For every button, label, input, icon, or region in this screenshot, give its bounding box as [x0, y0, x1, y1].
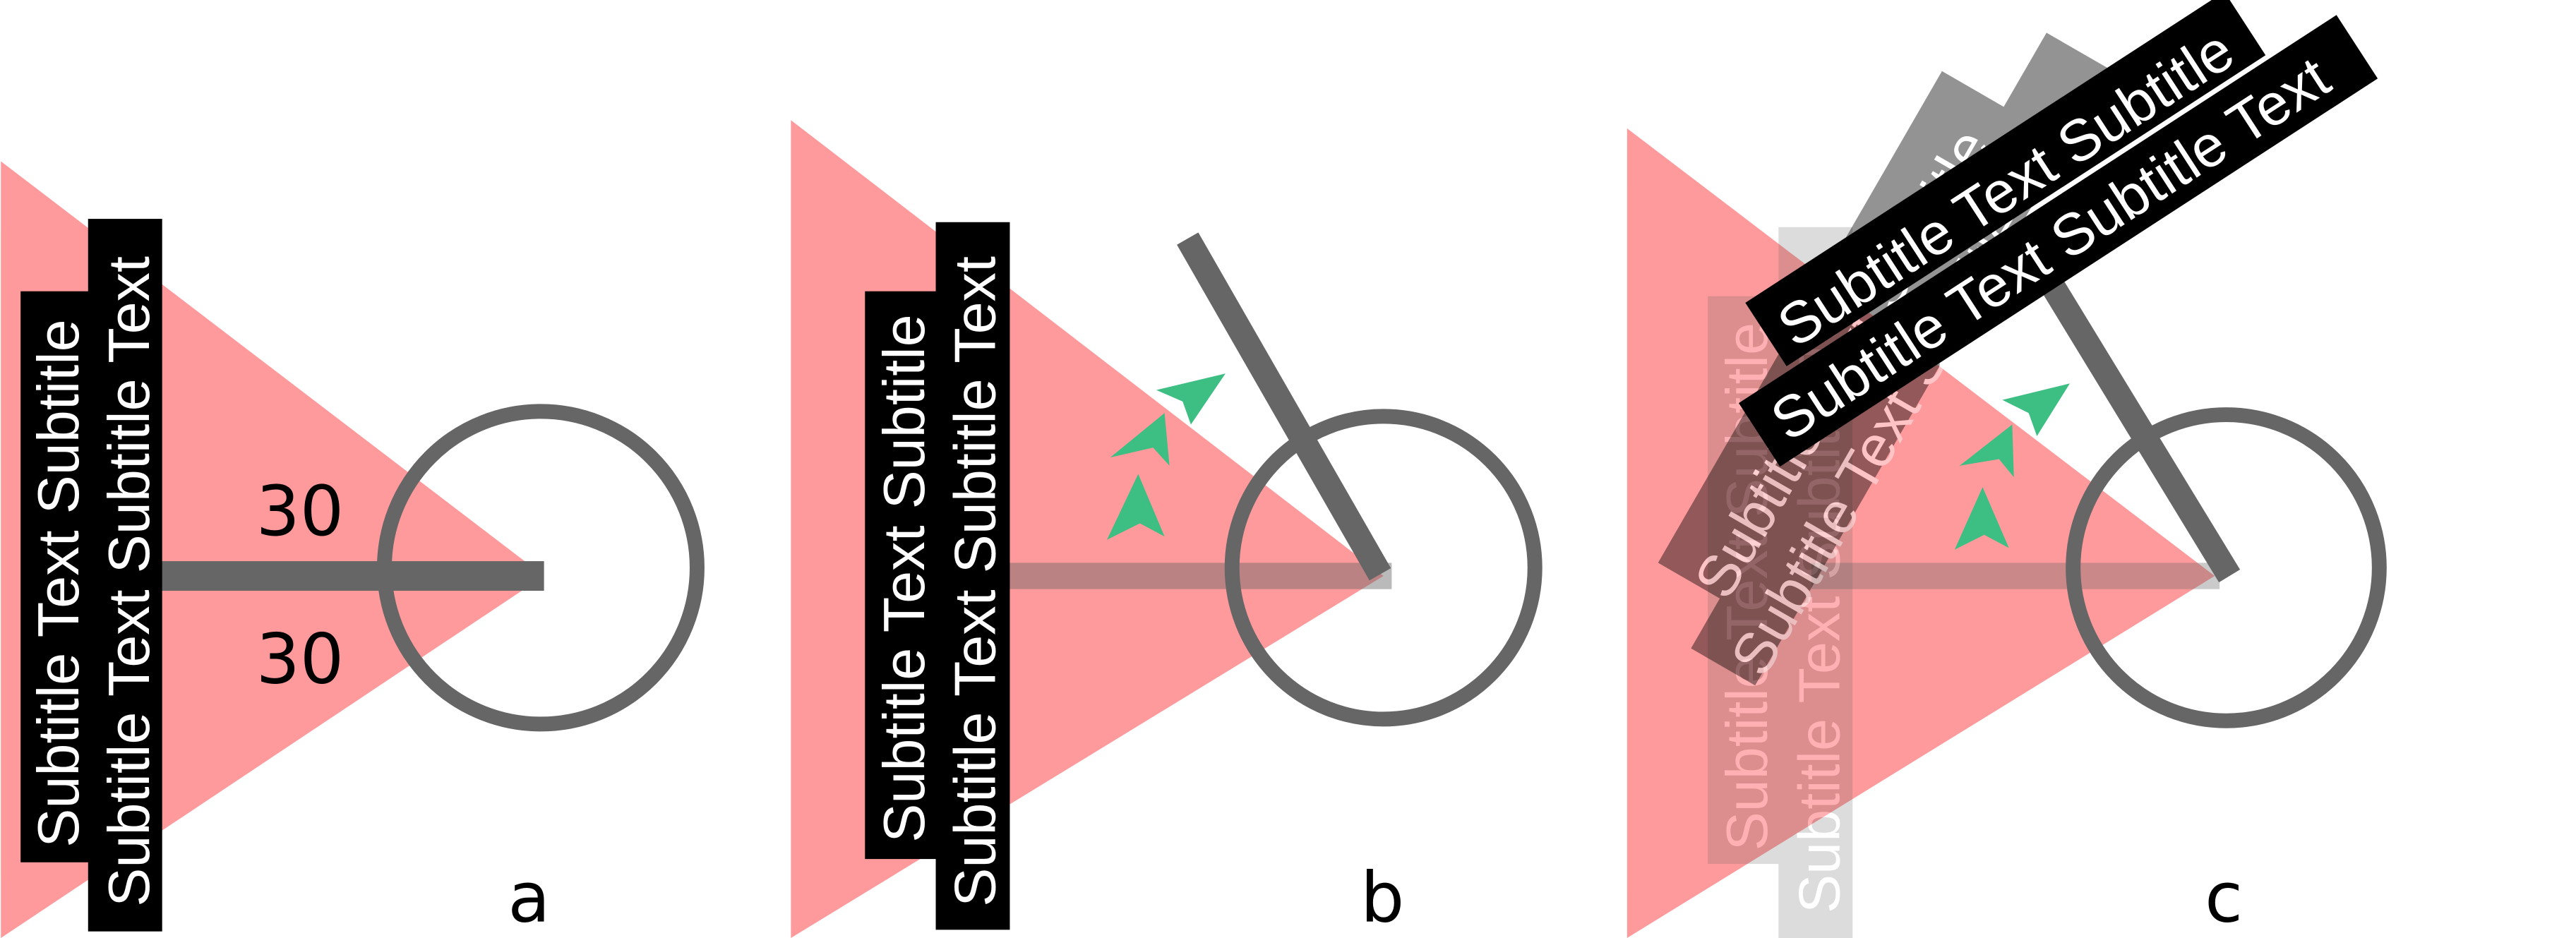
motion-arrow-icon — [1959, 424, 2014, 478]
previous-arm-ghost — [1811, 563, 2220, 589]
angle-label-lower: 30 — [256, 620, 345, 700]
panel-label-b: b — [1360, 858, 1404, 938]
panel-b: Subtitle Text Subtitle Subtitle Text Sub… — [791, 120, 1542, 938]
motion-arrow-icon — [1954, 487, 2009, 550]
head-circle — [376, 404, 705, 732]
subtitle-line-1: Subtitle Text Subtitle — [871, 314, 937, 842]
panel-label-a: a — [508, 858, 550, 938]
head-circle — [2066, 407, 2387, 728]
subtitle-line-2: Subtitle Text Subtitle Text — [942, 256, 1007, 907]
head-circle — [1224, 409, 1542, 727]
angle-label-upper: 30 — [256, 471, 345, 552]
previous-arm-ghost — [988, 563, 1392, 589]
subtitle-box: Subtitle Text Subtitle Subtitle Text Sub… — [20, 219, 162, 932]
pointer-arm — [2018, 240, 2241, 583]
subtitle-line-2: Subtitle Text Subtitle Text — [96, 256, 162, 907]
pointer-arm — [149, 561, 544, 591]
pointer-arm — [1177, 232, 1391, 581]
motion-arrow-icon — [1110, 413, 1170, 466]
motion-arrow-icon — [2002, 383, 2070, 436]
panel-label-c: c — [2205, 858, 2243, 938]
panel-a: 30 30 Subtitle Text Subtitle Subtitle Te… — [1, 161, 705, 938]
subtitle-box: Subtitle Text Subtitle Subtitle Text Sub… — [865, 222, 1010, 930]
motion-arrow-icon — [1156, 373, 1226, 425]
motion-arrow-icon — [1107, 474, 1165, 540]
subtitle-line-1: Subtitle Text Subtitle — [25, 319, 91, 847]
panel-c: Subtitle Text Subtitle Subtitle Text Sub… — [1627, 0, 2387, 938]
